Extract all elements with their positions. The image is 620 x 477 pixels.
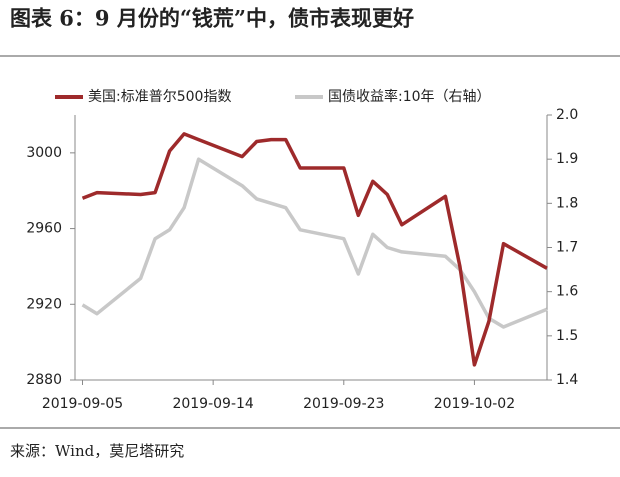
x-tick-label: 2019-09-05 [42,396,123,412]
y-tick-label: 2920 [26,296,62,312]
y2-tick-label: 1.9 [556,151,578,167]
legend-label: 美国:标准普尔500指数 [88,89,231,105]
y2-tick-label: 2.0 [556,107,578,123]
y-tick-label: 2880 [26,372,62,388]
series-line [81,132,548,367]
chart-title: 图表 6：9 月份的“钱荒”中，债市表现更好 [10,6,414,31]
y-tick-label: 2960 [26,221,62,237]
series-line [81,157,548,329]
y2-tick-label: 1.4 [556,372,578,388]
y-tick-label: 3000 [26,145,62,161]
x-tick-label: 2019-09-14 [172,396,253,412]
source: 来源：Wind，莫尼塔研究 [10,442,184,460]
y2-tick-label: 1.6 [556,284,578,300]
legend-label: 国债收益率:10年（右轴） [328,88,491,105]
y2-tick-label: 1.8 [556,195,578,211]
y2-tick-label: 1.5 [556,328,578,344]
x-tick-label: 2019-10-02 [434,396,515,412]
y2-tick-label: 1.7 [556,240,578,256]
x-tick-label: 2019-09-23 [303,396,384,412]
